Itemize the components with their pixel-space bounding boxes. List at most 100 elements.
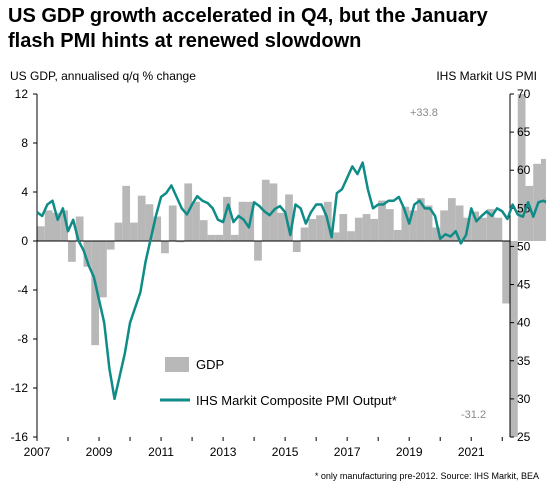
gdp-bar [424, 205, 433, 241]
legend-gdp-label: GDP [196, 357, 224, 372]
left-tick-label: -8 [17, 332, 28, 346]
gdp-bar [316, 215, 324, 241]
gdp-bar [207, 234, 216, 242]
gdp-bar [106, 241, 115, 250]
gdp-bar [409, 210, 417, 242]
gdp-bar [99, 241, 107, 298]
x-tick-label: 2009 [86, 445, 113, 459]
x-tick-label: 2017 [334, 445, 361, 459]
right-tick-label: 65 [517, 125, 531, 139]
gdp-bar [378, 200, 386, 241]
gdp-bar [192, 201, 200, 241]
legend-pmi-label: IHS Markit Composite PMI Output* [196, 393, 397, 408]
right-tick-label: 30 [517, 392, 531, 406]
right-tick-label: 35 [517, 354, 531, 368]
chart-title-line-1: US GDP growth accelerated in Q4, but the… [8, 5, 488, 27]
gdp-bar [447, 198, 456, 242]
legend-gdp-swatch [165, 357, 189, 372]
gdp-bar [525, 185, 534, 242]
gdp-bar [494, 217, 503, 241]
gdp-bar [254, 241, 262, 261]
axes [36, 94, 511, 437]
gdp-bar [44, 210, 53, 242]
gdp-bar [393, 229, 402, 241]
left-tick-labels: 12 8 4 0 -4 -8 -12 -16 [11, 87, 37, 444]
left-axis-label: US GDP, annualised q/q % change [10, 69, 196, 83]
gdp-bar [432, 227, 441, 241]
chart-title: US GDP growth accelerated in Q4, but the… [8, 4, 544, 54]
x-tick-label: 2019 [396, 445, 423, 459]
gdp-bar [471, 211, 479, 241]
gdp-bar [37, 226, 45, 241]
gdp-bar [161, 241, 169, 254]
gdp-bar [339, 214, 348, 241]
right-tick-label: 40 [517, 316, 531, 330]
gdp-bar [83, 241, 92, 267]
gdp-bar [331, 232, 340, 241]
gdp-bar [385, 209, 394, 241]
gdp-bar [285, 194, 293, 241]
left-tick-label: -4 [17, 283, 28, 297]
gdp-bar [145, 204, 154, 241]
footnote: * only manufacturing pre-2012. Source: I… [315, 471, 539, 481]
pmi-line [36, 161, 546, 401]
right-tick-label: 70 [517, 87, 531, 101]
gdp-bar [370, 218, 379, 241]
gdp-bar [230, 234, 239, 242]
gdp-bar [308, 218, 317, 241]
right-tick-label: 50 [517, 239, 531, 253]
gdp-bar [362, 214, 371, 241]
gdp-bar [401, 206, 410, 241]
gdp-bar [176, 241, 185, 243]
left-tick-label: 0 [21, 234, 28, 248]
gdp-bar [137, 195, 146, 241]
gdp-bar [517, 94, 526, 241]
left-tick-label: 8 [21, 136, 28, 150]
min-annotation: -31.2 [461, 409, 486, 421]
right-tick-label: 45 [517, 278, 531, 292]
x-tick-label: 2011 [148, 445, 174, 459]
gdp-bar [416, 198, 425, 242]
left-tick-label: -12 [11, 381, 29, 395]
chart-title-line-2: flash PMI hints at renewed slowdown [8, 30, 362, 52]
x-tick-label: 2015 [272, 445, 299, 459]
right-tick-label: 25 [517, 430, 531, 444]
gdp-bar [130, 222, 138, 242]
gdp-bar [52, 212, 61, 241]
right-tick-label: 60 [517, 163, 531, 177]
gdp-bar [122, 185, 131, 242]
gdp-bar [238, 201, 247, 241]
gdp-bar [300, 227, 309, 241]
gdp-bar [486, 209, 495, 241]
gdp-bar [168, 205, 177, 241]
gdp-bar [455, 205, 464, 241]
gdp-bar [91, 241, 100, 346]
gdp-bar [199, 220, 208, 241]
gdp-bar [68, 241, 76, 262]
gdp-bar [347, 231, 355, 241]
gdp-bar [354, 217, 363, 241]
x-tick-label: 2007 [24, 445, 51, 459]
gdp-bar [60, 210, 69, 242]
gdp-bar [478, 217, 487, 241]
right-axis-label: IHS Markit US PMI [436, 69, 537, 83]
gdp-bar [75, 216, 84, 241]
gdp-bar [114, 222, 123, 242]
gdp-bar [510, 241, 518, 437]
gdp-bar [261, 179, 270, 241]
gdp-bar [502, 241, 510, 304]
left-tick-label: -16 [11, 430, 29, 444]
gdp-bar [215, 234, 224, 242]
gdp-bar [440, 210, 448, 242]
x-tick-label: 2021 [458, 445, 485, 459]
gdp-bar [153, 216, 162, 241]
gdp-bar [292, 241, 301, 253]
x-tick-labels: 2007 2009 2011 2013 2015 2017 2019 2021 [24, 437, 503, 459]
left-tick-label: 12 [15, 87, 29, 101]
gdp-bar [223, 196, 231, 241]
left-tick-label: 4 [21, 185, 28, 199]
x-tick-label: 2013 [210, 445, 237, 459]
max-annotation: +33.8 [410, 107, 438, 119]
gdp-bar [277, 212, 286, 241]
